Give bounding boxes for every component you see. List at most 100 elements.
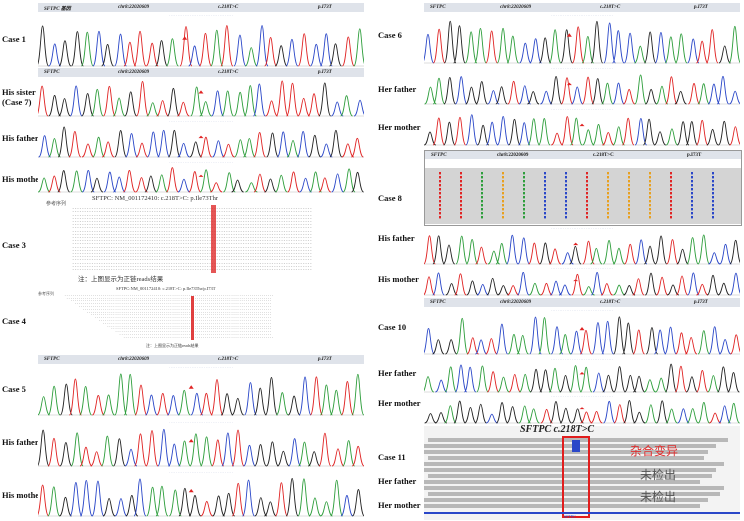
trace-peak [145,42,159,67]
header-cdna: c.218T>C [593,152,614,158]
header-gene: SFTPC [430,300,446,305]
igv-base-mark [439,188,441,191]
igv-read-row [428,456,704,460]
trace-peak [634,117,648,146]
igv-base-mark [502,200,504,203]
trace-peak [602,374,615,393]
trace-peak [331,101,344,117]
igv-base-mark [607,188,609,191]
chromatogram-panel-her-mother-6: · · · · · · · · · · · · · · · · · · · · … [424,107,740,147]
trace-peak [351,171,364,193]
igv-base-mark [607,200,609,203]
igv-base-mark [460,212,462,215]
igv-base-mark [607,196,609,199]
trace-peak [621,117,635,146]
igv-base-mark [712,216,714,219]
igv-base-mark [481,192,483,195]
header-gene: SFTPC [44,357,60,362]
trace-peak [729,272,740,296]
trace-peak [38,429,50,467]
trace-peak [114,33,127,67]
igv-base-mark [712,200,714,203]
trace-peak [81,93,95,117]
trace-peak [199,136,213,158]
igv-base-mark [565,212,567,215]
trace-peak [58,98,71,117]
ngs-panel-case4: SFTPC:NM_001172410: c.218T>C: p.Ile73Thr… [38,286,364,352]
trace-peak [665,128,678,146]
ngs-caption: 注：上图显示为正链reads结果 [146,343,199,348]
trace-peak [38,177,51,193]
igv-base-mark [649,196,651,199]
trace-peak [274,482,288,517]
trace-peak [485,121,499,146]
variant-marker-icon [188,489,194,493]
sequence-track: · · · · · · · · · · · · · · · · · · · · … [550,395,614,399]
trace-peak [507,80,520,105]
igv-base-mark [649,188,651,191]
igv-base-mark [607,208,609,211]
trace-peak [655,85,669,105]
trace-peak [518,122,531,146]
trace-peak [144,175,158,193]
trace-peak [667,284,679,296]
trace-peak [592,123,605,146]
trace-peak [548,29,562,64]
trace-peak [654,235,668,265]
trace-peak [445,283,458,296]
trace-peak [497,376,510,393]
trace-peak [101,43,115,67]
header-position: chr8:22020609 [118,357,150,362]
chromatogram-trace [424,272,740,296]
trace-peak [717,366,730,393]
igv-base-mark [544,176,546,179]
trace-peak [190,392,204,416]
header-gene: SFTPC [44,70,60,75]
trace-peak [582,129,595,146]
father-call: 未检出 [640,468,677,482]
trace-peak [79,385,93,416]
igv-base-mark [628,192,630,195]
trace-peak [177,389,191,416]
trace-peak [48,95,61,117]
igv-base-mark [481,208,483,211]
label-his-father-8: His father [378,233,415,243]
chromatogram-panel-her-mother-10: · · · · · · · · · · · · · · · · · · · · … [424,395,740,425]
trace-peak [253,132,267,158]
igv-base-mark [628,184,630,187]
trace-peak [297,478,311,517]
trace-peak [485,30,498,64]
trace-peak [665,76,678,105]
trace-peak [210,29,224,67]
igv-base-mark [460,216,462,219]
igv-base-mark [439,176,441,179]
igv-base-mark [670,172,672,175]
trace-peak [331,448,345,467]
trace-peak [645,88,658,105]
trace-peak [286,82,299,117]
igv-base-mark [586,208,588,211]
label-case8: Case 8 [378,193,402,203]
trace-peak [443,76,457,105]
igv-base-mark [691,188,693,191]
trace-peak [222,492,236,517]
igv-base-mark [544,180,546,183]
read-pileup: ........................................… [64,293,274,340]
igv-base-mark [628,208,630,211]
trace-peak [549,75,563,105]
trace-peak [329,389,343,416]
igv-base-mark [460,176,462,179]
header-bar: SFTPC chr8:22020609 c.218T>C p.I73T [424,298,740,307]
igv-base-mark [523,204,525,207]
trace-peak [591,78,604,105]
igv-base-mark [565,188,567,191]
trace-peak [48,43,62,67]
trace-peak [188,171,202,193]
trace-peak [309,376,323,416]
igv-base-mark [523,172,525,175]
chromatogram-panel-case5: SFTPC chr8:22020609 c.218T>C p.I73T · · … [38,355,364,417]
trace-peak [211,439,225,467]
trace-peak [454,273,467,296]
trace-peak [199,169,213,193]
ngs-title: SFTPC:NM_001172410: c.218T>C: p.Ile73Thr… [116,286,216,291]
